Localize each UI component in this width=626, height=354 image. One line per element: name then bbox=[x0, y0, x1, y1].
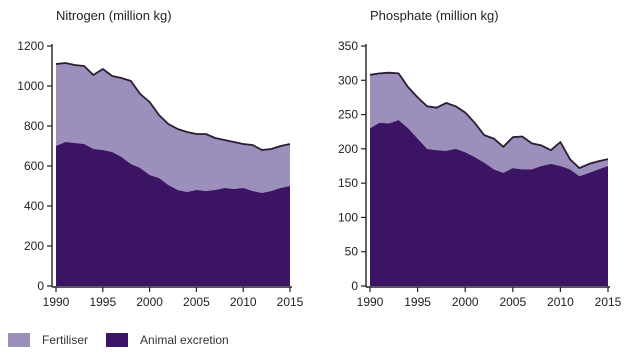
nitrogen-y-tick-label: 200 bbox=[24, 239, 44, 253]
phosphate-y-tick-label: 350 bbox=[338, 39, 358, 53]
nitrogen-x-tick-label: 2015 bbox=[277, 295, 304, 309]
phosphate-panel: Phosphate (million kg) 0 50 100 150 200 250 30… bbox=[338, 8, 622, 309]
legend: Fertiliser Animal excretion bbox=[8, 333, 247, 347]
nitrogen-x-tick-label: 1995 bbox=[89, 295, 116, 309]
nitrogen-y-tick-label: 400 bbox=[24, 199, 44, 213]
legend-item-fertiliser: Fertiliser bbox=[8, 333, 88, 347]
phosphate-chart-title: Phosphate (million kg) bbox=[370, 8, 499, 23]
nitrogen-y-tick-label: 600 bbox=[24, 159, 44, 173]
nitrogen-total-line bbox=[55, 62, 291, 151]
phosphate-y-tick-label: 150 bbox=[338, 176, 358, 190]
legend-label-animal-excretion: Animal excretion bbox=[140, 333, 229, 347]
nitrogen-animal-excretion-area bbox=[56, 142, 290, 286]
fertiliser-swatch bbox=[8, 333, 30, 347]
nitrogen-x-tick-label: 2000 bbox=[136, 295, 163, 309]
phosphate-fertiliser-area bbox=[370, 72, 608, 177]
phosphate-x-tick-label: 1990 bbox=[357, 295, 384, 309]
phosphate-y-tick-label: 250 bbox=[338, 108, 358, 122]
phosphate-y-tick-label: 50 bbox=[345, 245, 359, 259]
phosphate-y-tick-label: 0 bbox=[351, 279, 358, 293]
phosphate-x-tick-label: 2010 bbox=[547, 295, 574, 309]
legend-label-fertiliser: Fertiliser bbox=[42, 333, 89, 347]
nitrogen-x-tick-label: 2010 bbox=[230, 295, 257, 309]
nitrogen-panel: Nitrogen (million kg) 0 200 400 600 800 1000 1… bbox=[17, 8, 303, 309]
nitrogen-x-tick-label: 1990 bbox=[43, 295, 70, 309]
nitrogen-y-tick-label: 1000 bbox=[17, 79, 44, 93]
nitrogen-fertiliser-area bbox=[56, 63, 290, 193]
phosphate-x-tick-label: 2000 bbox=[452, 295, 479, 309]
phosphate-x-tick-label: 1995 bbox=[404, 295, 431, 309]
phosphate-y-tick-label: 100 bbox=[338, 210, 358, 224]
nitrogen-y-tick-label: 1200 bbox=[17, 39, 44, 53]
phosphate-y-tick-label: 300 bbox=[338, 73, 358, 87]
phosphate-total-line bbox=[369, 71, 609, 169]
phosphate-x-tick-label: 2005 bbox=[499, 295, 526, 309]
nitrogen-y-tick-label: 0 bbox=[37, 279, 44, 293]
nitrogen-chart-title: Nitrogen (million kg) bbox=[56, 8, 172, 23]
phosphate-x-tick-label: 2015 bbox=[595, 295, 622, 309]
phosphate-animal-excretion-area bbox=[370, 120, 608, 286]
phosphate-y-tick-label: 200 bbox=[338, 142, 358, 156]
animal-excretion-swatch bbox=[106, 333, 129, 347]
nitrogen-y-tick-label: 800 bbox=[24, 119, 44, 133]
nitrogen-x-tick-label: 2005 bbox=[183, 295, 210, 309]
legend-item-animal-excretion: Animal excretion bbox=[106, 333, 229, 347]
